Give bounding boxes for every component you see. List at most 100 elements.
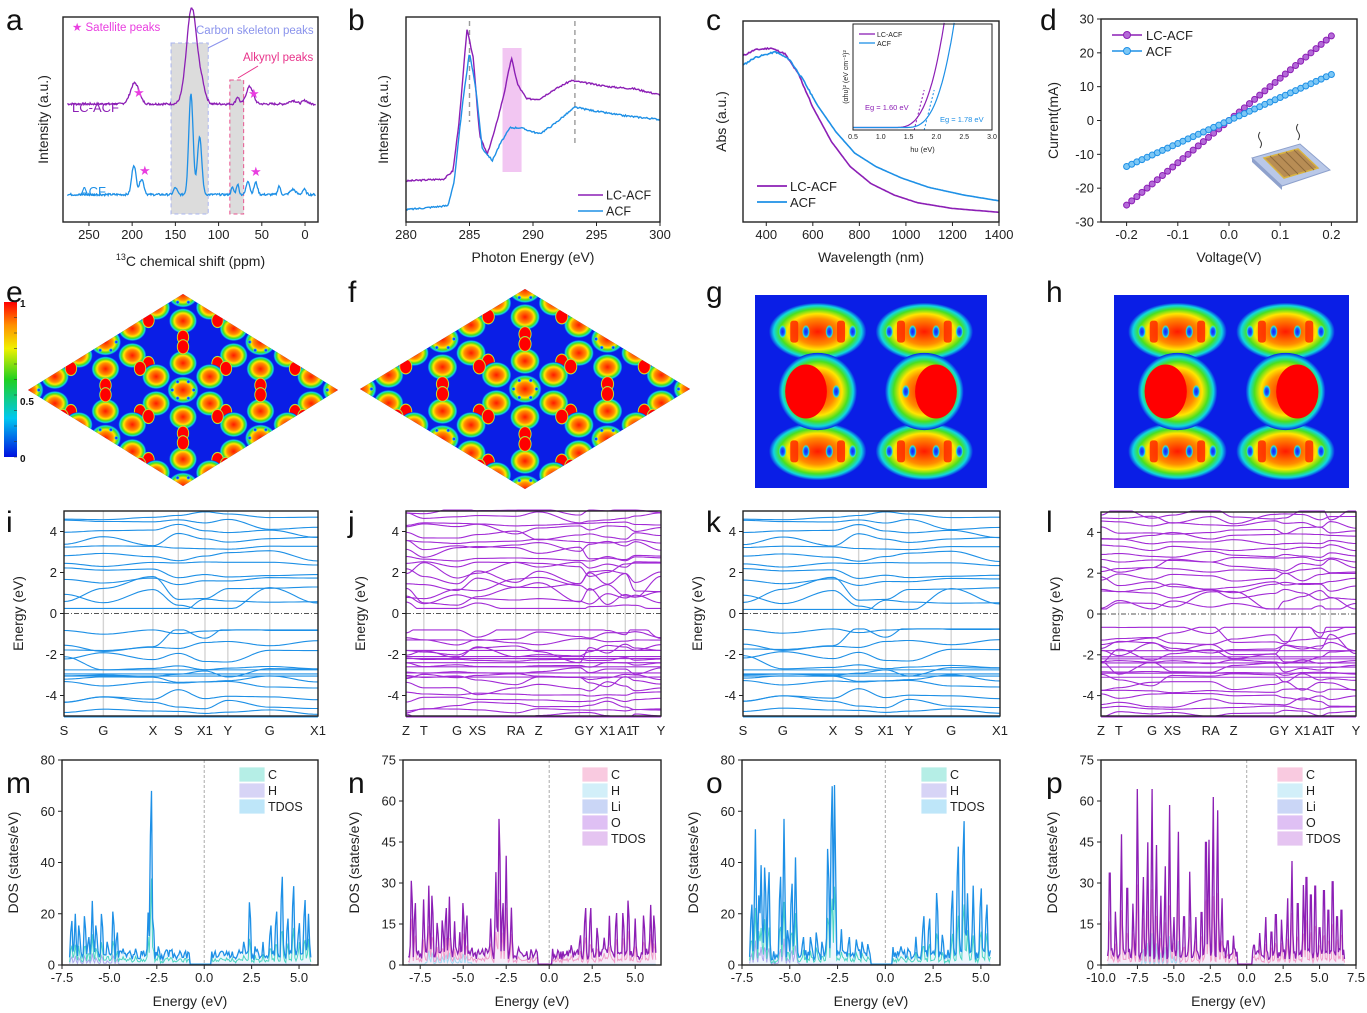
pdos-line-h — [408, 950, 656, 965]
device-substrate-edge — [1252, 158, 1282, 190]
elf-atom-center — [682, 378, 687, 383]
kpoint-label: G — [1147, 723, 1157, 738]
legend-label: TDOS — [1306, 832, 1341, 846]
elf-lobe — [592, 454, 623, 480]
kpoint-label: G — [1269, 723, 1279, 738]
band-line — [405, 511, 662, 524]
band-line — [63, 523, 319, 539]
elf-lobe — [196, 487, 224, 512]
elf-molecule — [875, 302, 974, 361]
data-point-lc-acf — [1153, 176, 1161, 184]
kpoint-label: RA — [507, 723, 525, 738]
elf-bond — [837, 320, 846, 343]
data-point-lc-acf — [1245, 100, 1253, 108]
y-tick-label: 0 — [50, 606, 57, 621]
y-tick-label: 80 — [41, 753, 55, 768]
elf-bond — [1305, 440, 1314, 463]
elf-hotspot — [99, 294, 112, 307]
band-line — [742, 688, 1001, 702]
elf-atom-center — [451, 336, 457, 342]
x-tick-label: 1200 — [938, 227, 967, 242]
elf-atom-center — [434, 445, 439, 450]
band-line — [742, 628, 1000, 651]
elf-hotspot — [399, 358, 413, 375]
elf-lobe — [91, 356, 120, 382]
x-axis-label: Energy (eV) — [834, 993, 909, 1009]
elf-atom-center — [955, 444, 964, 459]
y-tick-label: 80 — [721, 753, 735, 768]
legend-swatch — [239, 767, 265, 782]
elf-atom-center — [599, 328, 604, 333]
elf-molecule — [875, 422, 974, 481]
x-tick-label: 5.0 — [626, 970, 644, 985]
elf-atom-center — [252, 444, 258, 449]
y-tick-label: -4 — [724, 688, 736, 703]
inset-legend-label: LC-ACF — [877, 32, 902, 39]
elf-atom-center — [528, 395, 533, 400]
elf-atom-center — [694, 395, 698, 399]
elf-lobe — [142, 364, 171, 390]
elf-atom-center — [92, 339, 97, 345]
x-tick-label: 1000 — [891, 227, 920, 242]
elf-hotspot — [481, 308, 495, 325]
series-label-lc-acf: LC-ACF — [72, 100, 119, 115]
elf-atom-center — [1185, 324, 1194, 339]
band-line — [1101, 589, 1357, 610]
kpoint-label: G — [946, 723, 956, 738]
elf-lobe — [297, 364, 326, 390]
elf-atom-center — [434, 428, 439, 433]
elf-hotspot — [211, 408, 224, 425]
x-tick-label: -5.0 — [779, 970, 801, 985]
plot-frame — [402, 759, 662, 966]
band-line — [405, 572, 661, 593]
elf-lobe — [510, 404, 540, 430]
elf-bond — [896, 320, 905, 343]
elf-atom-center — [175, 475, 180, 480]
elf-molecule — [1128, 302, 1227, 361]
kpoint-label: X1 — [310, 723, 326, 738]
elf-atom-center — [1161, 444, 1170, 459]
elf-lobe — [91, 302, 120, 328]
band-line — [1101, 513, 1356, 525]
x-tick-label: 300 — [649, 227, 671, 242]
elf-atom-center — [434, 345, 439, 350]
data-point-lc-acf — [1302, 53, 1310, 61]
x-axis-label: Voltage(V) — [1196, 249, 1261, 265]
elf-hotspot — [308, 359, 321, 375]
elf-hotspot — [390, 308, 404, 325]
band-line — [1100, 681, 1357, 691]
legend-swatch — [239, 783, 265, 798]
elf-li-hotspot — [1144, 364, 1187, 419]
elf-atom-center — [446, 328, 451, 333]
elf-lobe — [482, 262, 512, 288]
x-tick-label: 250 — [78, 227, 100, 242]
elf-hotspot — [390, 453, 404, 470]
elf-atom-center — [191, 387, 197, 393]
elf-atom-center — [97, 444, 103, 449]
x-tick-label: 0.2 — [1322, 227, 1340, 242]
series-line-acf — [66, 93, 316, 198]
elf-lobe — [675, 348, 690, 374]
panel-label-p: p — [1046, 767, 1063, 800]
band-line — [63, 561, 318, 567]
band-line — [63, 656, 318, 671]
kpoint-label: Z — [402, 723, 410, 738]
data-point-acf — [1327, 70, 1335, 78]
elf-atom-center — [801, 324, 810, 339]
heatmap-g-elf-sideview — [755, 295, 987, 488]
elf-atom-center — [347, 388, 351, 392]
legend-swatch — [582, 831, 608, 846]
band-line — [742, 576, 1000, 603]
panel-label-f: f — [348, 276, 357, 309]
elf-atom-center — [801, 444, 810, 459]
data-point-lc-acf — [1281, 70, 1289, 78]
x-tick-label: 0 — [301, 227, 308, 242]
elf-hotspot — [390, 408, 404, 425]
y-tick-label: 2 — [1087, 566, 1094, 581]
panel-label-o: o — [706, 767, 723, 800]
x-tick-label: -7.5 — [1126, 970, 1148, 985]
legend-swatch — [1277, 831, 1303, 846]
data-point-lc-acf — [1199, 138, 1207, 146]
x-tick-label: 7.5 — [1347, 970, 1365, 985]
kpoint-label: S — [739, 723, 748, 738]
